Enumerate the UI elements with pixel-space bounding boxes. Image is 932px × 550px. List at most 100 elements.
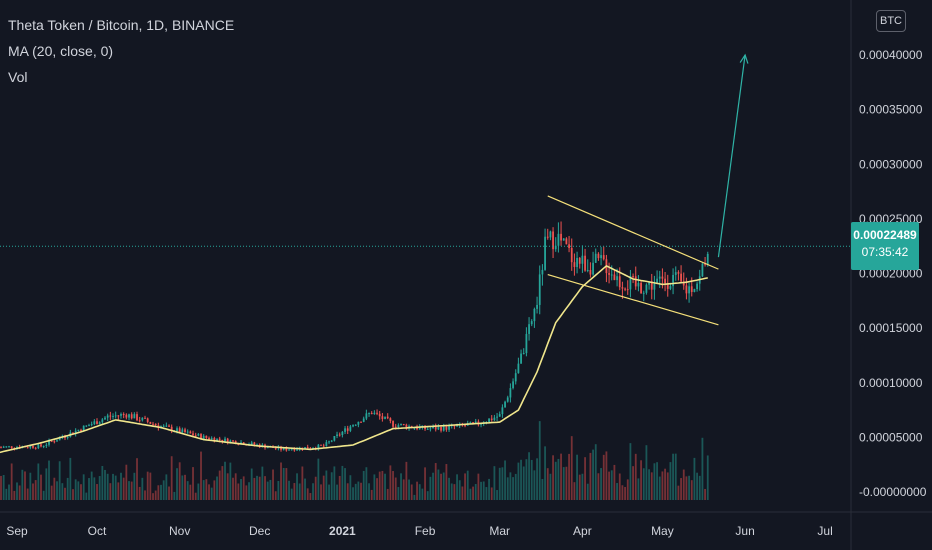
volume-bar [152, 493, 154, 500]
candle-body [106, 415, 109, 418]
candle-body [621, 287, 624, 289]
volume-bar [330, 472, 333, 500]
candle-body [162, 425, 165, 427]
volume-bar [173, 491, 176, 500]
ma20-line [0, 264, 708, 454]
volume-bar [290, 488, 293, 500]
volume-bar [570, 436, 573, 500]
candle-body [138, 420, 141, 422]
volume-bar [616, 483, 618, 500]
channel-lower-trendline[interactable] [547, 274, 719, 326]
candle-body [514, 373, 517, 382]
candle-body [101, 419, 104, 423]
volume-bar [357, 481, 360, 500]
volume-bar [634, 453, 637, 500]
volume-bar [112, 473, 114, 500]
volume-bar [69, 457, 72, 500]
volume-bar [392, 471, 394, 500]
volume-bar [368, 483, 370, 500]
candle-body [29, 445, 32, 448]
candle-body [349, 426, 352, 431]
volume-bar [306, 488, 309, 500]
candle-body [64, 437, 66, 439]
volume-bar [544, 446, 546, 500]
volume-bar [352, 487, 354, 500]
price-tick-label: 0.00030000 [859, 157, 923, 171]
volume-bar [317, 458, 320, 500]
volume-bar [341, 465, 344, 500]
candle-body [205, 435, 208, 438]
time-tick-label: Apr [573, 524, 592, 538]
currency-badge[interactable]: BTC [876, 10, 906, 32]
candle-body [413, 427, 416, 429]
price-tick-label: 0.00020000 [859, 267, 923, 281]
candle-body [544, 236, 546, 270]
volume-bar [37, 463, 40, 500]
candle-body [634, 276, 637, 287]
candle-body [357, 421, 360, 425]
volume-bar [658, 476, 661, 500]
volume-bar [96, 484, 98, 500]
candle-body [632, 276, 634, 278]
candle-body [77, 429, 80, 431]
volume-bar [56, 481, 58, 500]
candle-body [128, 414, 130, 418]
volume-bar [517, 462, 520, 500]
candle-body [202, 435, 205, 439]
price-tick-label: 0.00015000 [859, 321, 923, 335]
candle-body [208, 437, 210, 440]
candle-body [141, 417, 144, 421]
candle-body [682, 281, 685, 286]
volume-bar [93, 477, 96, 500]
volume-bar [133, 472, 136, 500]
candle-body [533, 308, 536, 322]
candle-body [530, 321, 533, 325]
volume-bar [253, 477, 256, 500]
candle-body [490, 418, 493, 420]
candle-body [88, 425, 90, 427]
time-axis[interactable]: Sep Oct Nov Dec 2021 Feb Mar Apr May Jun Jul [6, 524, 832, 538]
volume-bar [64, 487, 66, 500]
price-axis[interactable]: 0.000400000.000350000.000300000.00025000… [859, 48, 927, 499]
volume-bar [434, 463, 437, 500]
time-tick-label: Nov [169, 524, 190, 538]
volume-bar [394, 477, 397, 500]
candle-body [445, 425, 448, 430]
volume-bar [666, 472, 669, 500]
volume-bar [344, 468, 346, 500]
candle-body [45, 444, 48, 446]
candle-body [221, 439, 224, 442]
volume-bar [701, 437, 704, 500]
volume-bar [589, 452, 592, 500]
volume-bar [312, 483, 314, 500]
candle-body [282, 447, 285, 450]
volume-bar [464, 473, 466, 500]
volume-bar [549, 473, 552, 500]
channel-upper-trendline[interactable] [547, 195, 719, 270]
candle-body [194, 435, 197, 437]
candle-body [456, 425, 458, 427]
volume-bar [416, 481, 418, 500]
candle-body [184, 429, 186, 433]
candle-body [253, 442, 256, 445]
volume-bar [632, 466, 634, 500]
breakout-arrow[interactable] [717, 53, 749, 258]
volume-bar [304, 478, 306, 500]
volume-bar [45, 468, 48, 500]
volume-bar [424, 467, 426, 500]
candle-body [661, 276, 664, 279]
candle-body [370, 413, 373, 415]
volume-bar [117, 482, 120, 500]
candle-body [573, 262, 576, 267]
candle-body [432, 426, 434, 429]
volume-bar [594, 444, 597, 500]
volume-bar [250, 468, 253, 500]
volume-bar [322, 475, 325, 500]
volume-bar [176, 468, 178, 500]
volume-bar [466, 470, 469, 500]
candle-body [488, 418, 490, 423]
candle-body [517, 363, 520, 374]
time-tick-label: 2021 [329, 524, 356, 538]
